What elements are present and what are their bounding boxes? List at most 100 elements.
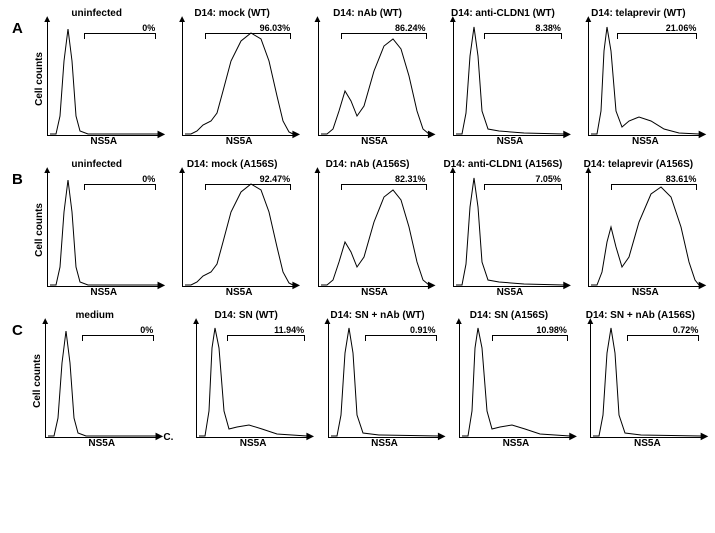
- gate-percent: 82.31%: [395, 174, 426, 184]
- gate-bar: [611, 184, 697, 190]
- x-axis: NS5A: [497, 136, 524, 147]
- y-axis-arrowhead: ▲: [313, 166, 323, 176]
- gate-percent: 92.47%: [260, 174, 291, 184]
- gate-percent: 96.03%: [260, 23, 291, 33]
- y-axis-arrowhead: ▲: [313, 15, 323, 25]
- histogram-plot: ▲▶82.31%: [318, 172, 430, 287]
- gate-percent: 0%: [142, 23, 155, 33]
- x-axis-label: NS5A: [634, 438, 661, 449]
- panel-title: D14: SN + nAb (WT): [330, 310, 424, 321]
- x-axis: NS5A: [226, 287, 253, 298]
- x-axis: NS5A: [88, 438, 115, 449]
- x-axis-arrowhead: ▶: [438, 432, 446, 442]
- x-axis: NS5A: [240, 438, 267, 449]
- gate-bar: [484, 184, 562, 190]
- histogram-curve: [50, 29, 158, 134]
- x-axis: NS5A: [361, 136, 388, 147]
- panel-title: D14: nAb (A156S): [326, 159, 410, 170]
- x-axis-arrowhead: ▶: [563, 130, 571, 140]
- y-axis-arrowhead: ▲: [42, 166, 52, 176]
- histogram-panel: D14: nAb (WT) ▲▶86.24%NS5A: [303, 8, 432, 147]
- x-axis-arrowhead: ▶: [306, 432, 314, 442]
- histogram-panel: uninfectedCell counts▲▶0%NS5A: [32, 8, 161, 147]
- panel-title: D14: mock (A156S): [187, 159, 278, 170]
- x-axis: NS5A: [226, 136, 253, 147]
- gate-bar: [227, 335, 305, 341]
- y-axis-arrowhead: ▲: [585, 317, 595, 327]
- histogram-plot: ▲▶11.94%: [196, 323, 308, 438]
- histogram-curve: [185, 33, 293, 134]
- histogram-panel: D14: SN (A156S)▲▶10.98%NS5A: [446, 310, 571, 449]
- plot-wrap: ▲▶0.72%: [578, 323, 702, 438]
- y-axis-arrowhead: ▲: [448, 166, 458, 176]
- x-axis-arrowhead: ▶: [158, 130, 166, 140]
- panel-title: D14: SN (A156S): [470, 310, 548, 321]
- histogram-curve: [456, 27, 564, 134]
- row-C: CmediumCell counts▲▶0%NS5AC.D14: SN (WT)…: [12, 310, 703, 449]
- y-axis-arrowhead: ▲: [191, 317, 201, 327]
- histogram-panel: D14: nAb (A156S) ▲▶82.31%NS5A: [303, 159, 432, 298]
- plot-wrap: ▲▶86.24%: [306, 21, 430, 136]
- y-axis-arrowhead: ▲: [448, 15, 458, 25]
- histogram-curve: [199, 328, 307, 436]
- plot-wrap: ▲▶8.38%: [441, 21, 565, 136]
- histogram-curve: [331, 328, 439, 436]
- gate-bar: [84, 33, 156, 39]
- histogram-plot: ▲▶0.72%: [590, 323, 702, 438]
- histogram-curve: [591, 187, 699, 285]
- gate-bar: [617, 33, 697, 39]
- x-axis-label: NS5A: [371, 438, 398, 449]
- row-label: C: [12, 310, 32, 339]
- gate-percent: 0.72%: [673, 325, 699, 335]
- plot-wrap: ▲▶7.05%: [441, 172, 565, 287]
- x-axis: NS5A: [361, 287, 388, 298]
- gate-bar: [84, 184, 156, 190]
- x-axis-label: NS5A: [240, 438, 267, 449]
- row-B: BuninfectedCell counts▲▶0%NS5AD14: mock …: [12, 159, 703, 298]
- x-axis: NS5A: [371, 438, 398, 449]
- x-axis-label: NS5A: [497, 136, 524, 147]
- panel-title: D14: telaprevir (A156S): [584, 159, 694, 170]
- x-axis: NS5A: [90, 136, 117, 147]
- y-axis-arrowhead: ▲: [583, 15, 593, 25]
- histogram-plot: ▲▶8.38%: [453, 21, 565, 136]
- panel-title: D14: nAb (WT): [333, 8, 402, 19]
- y-axis-arrowhead: ▲: [177, 15, 187, 25]
- panel-title: D14: anti-CLDN1 (WT): [451, 8, 555, 19]
- histogram-plot: ▲▶0%: [45, 323, 157, 438]
- histogram-panel: D14: SN (WT)▲▶11.94%NS5A: [183, 310, 308, 449]
- histogram-plot: ▲▶7.05%: [453, 172, 565, 287]
- y-axis-arrowhead: ▲: [454, 317, 464, 327]
- x-axis-arrowhead: ▶: [428, 130, 436, 140]
- gate-percent: 86.24%: [395, 23, 426, 33]
- histogram-panel: D14: telaprevir (A156S)▲▶83.61%NS5A: [574, 159, 703, 298]
- gate-percent: 0%: [140, 325, 153, 335]
- plot-wrap: ▲▶82.31%: [306, 172, 430, 287]
- gate-percent: 83.61%: [666, 174, 697, 184]
- panel-title: D14: mock (WT): [194, 8, 270, 19]
- histogram-curve: [456, 178, 564, 285]
- histogram-plot: ▲▶83.61%: [588, 172, 700, 287]
- plot-wrap: ▲▶21.06%: [576, 21, 700, 136]
- gate-percent: 8.38%: [535, 23, 561, 33]
- row-label: A: [12, 8, 32, 37]
- plot-wrap: Cell counts▲▶0%: [34, 172, 159, 287]
- histogram-panel: D14: telaprevir (WT)▲▶21.06%NS5A: [574, 8, 703, 147]
- plot-wrap: ▲▶83.61%: [576, 172, 700, 287]
- histogram-curve: [321, 39, 429, 134]
- panel-title: D14: telaprevir (WT): [591, 8, 685, 19]
- x-axis-label: NS5A: [361, 136, 388, 147]
- x-axis-arrowhead: ▶: [428, 281, 436, 291]
- gate-bar: [341, 184, 427, 190]
- y-axis-arrowhead: ▲: [40, 317, 50, 327]
- panels-container: uninfectedCell counts▲▶0%NS5AD14: mock (…: [32, 8, 703, 147]
- gate-percent: 0%: [142, 174, 155, 184]
- gate-bar: [365, 335, 437, 341]
- x-axis-arrowhead: ▶: [569, 432, 577, 442]
- histogram-panel: D14: SN + nAb (WT)▲▶0.91%NS5A: [315, 310, 440, 449]
- panel-title: D14: anti-CLDN1 (A156S): [443, 159, 562, 170]
- histogram-panel: uninfectedCell counts▲▶0%NS5A: [32, 159, 161, 298]
- x-axis-arrowhead: ▶: [699, 130, 707, 140]
- row-A: AuninfectedCell counts▲▶0%NS5AD14: mock …: [12, 8, 703, 147]
- histogram-plot: ▲▶21.06%: [588, 21, 700, 136]
